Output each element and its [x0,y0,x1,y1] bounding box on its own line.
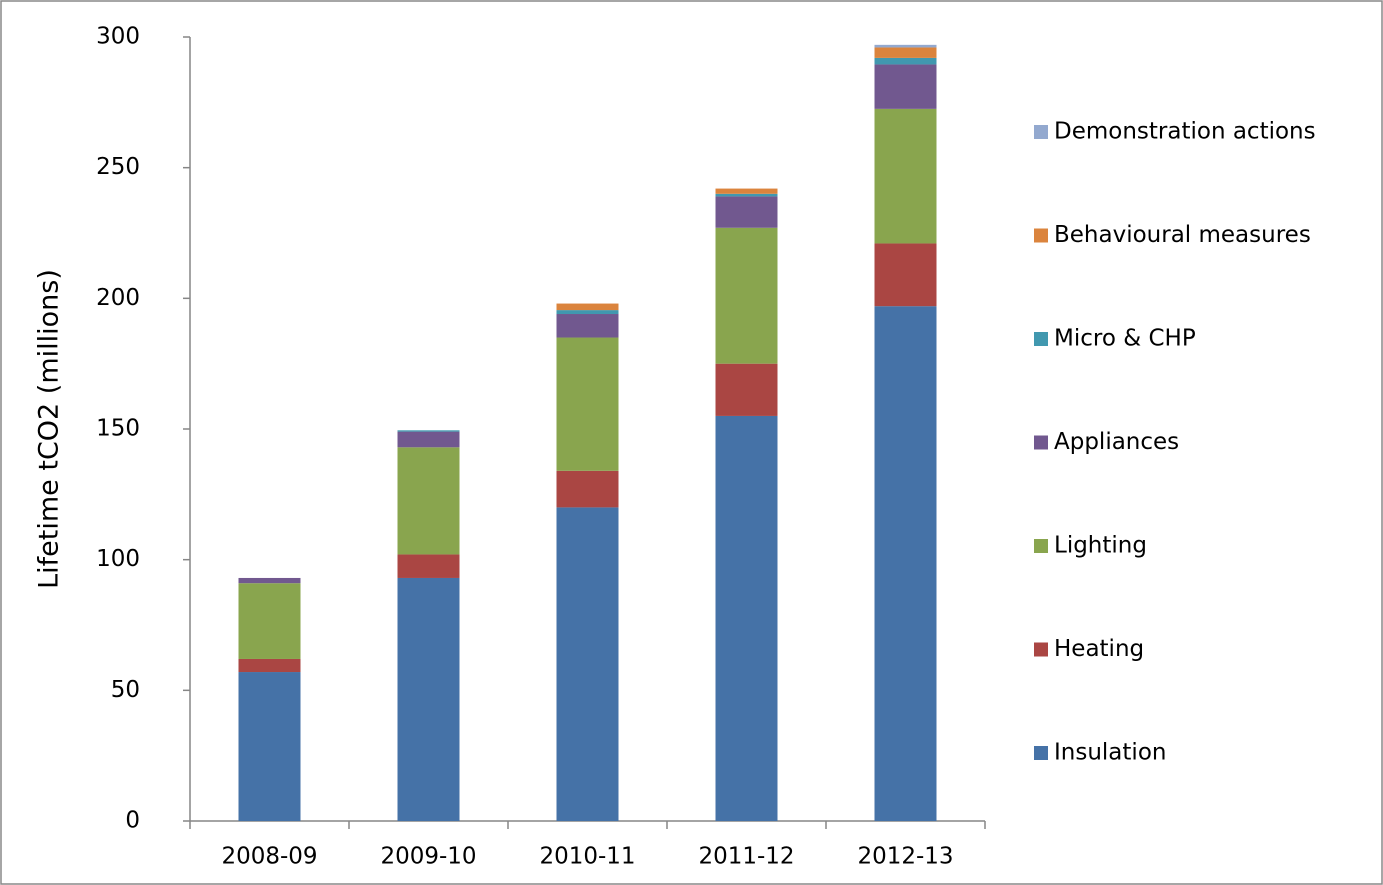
bar-segment [397,554,460,578]
bar-segment [715,227,778,364]
legend-label: Heating [1054,636,1144,662]
legend-swatch [1034,228,1048,243]
bar-segment [238,672,301,821]
bar-segment [874,44,937,48]
bar-segment [397,447,460,555]
legend-swatch [1034,435,1048,450]
legend-swatch [1034,125,1048,139]
bar-segment [397,431,460,448]
bar-segment [238,583,301,659]
bar-segment [874,306,937,821]
legend-label: Appliances [1054,429,1179,455]
bar-segment [556,337,619,471]
bar-segment [556,310,619,315]
bar-segment [556,314,619,338]
bar-segment [556,303,619,311]
bar-segment [874,243,937,307]
y-tick-label: 50 [111,677,140,703]
bar-segment [715,188,778,194]
bar-segment [874,47,937,58]
bar-segment [874,108,937,244]
y-tick-label: 300 [96,24,140,50]
bar-segment [715,363,778,416]
bar-segment [874,64,937,109]
bar-segment [556,507,619,821]
y-axis-label: Lifetime tCO2 (millions) [34,269,65,589]
legend-swatch [1034,539,1048,553]
legend-label: Lighting [1054,533,1147,559]
bar-segment [556,470,619,508]
bar-segment [397,430,460,432]
bar-segment [715,193,778,197]
bar-segment [238,577,301,584]
x-tick-label: 2012-13 [857,844,953,870]
bar-segment [874,57,937,65]
y-tick-label: 150 [96,416,140,442]
legend-label: Behavioural measures [1054,222,1311,248]
y-tick-label: 100 [96,546,140,572]
legend-label: Demonstration actions [1054,119,1316,145]
y-tick-label: 0 [125,808,140,834]
x-tick-label: 2010-11 [539,844,635,870]
legend-label: Micro & CHP [1054,326,1196,352]
bar-segment [397,577,460,821]
x-tick-label: 2011-12 [698,844,794,870]
bar-segment [715,196,778,228]
legend-swatch [1034,746,1048,760]
bar-segment [715,415,778,821]
x-tick-label: 2008-09 [221,844,317,870]
y-tick-label: 250 [96,154,140,180]
legend-swatch [1034,332,1048,346]
legend-swatch [1034,642,1048,657]
x-tick-label: 2009-10 [380,844,476,870]
bar-segment [238,658,301,673]
legend-label: Insulation [1054,740,1166,766]
y-tick-label: 200 [96,285,140,311]
